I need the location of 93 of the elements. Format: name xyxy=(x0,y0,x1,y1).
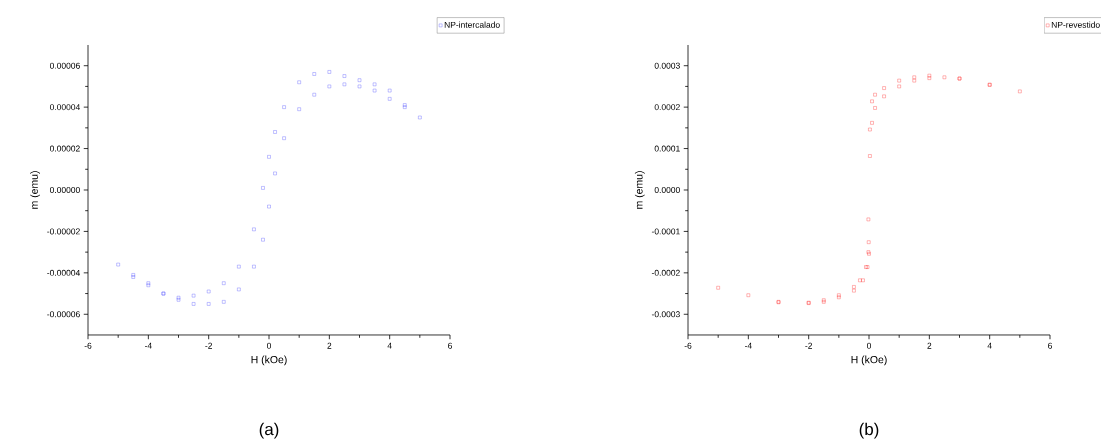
point xyxy=(870,99,874,104)
point xyxy=(868,127,872,132)
y-tick-label: -0.00006 xyxy=(47,311,80,318)
x-tick-label: 6 xyxy=(1048,342,1052,349)
point xyxy=(222,300,226,304)
y-tick-label: 0.0001 xyxy=(654,145,680,152)
point xyxy=(372,82,377,87)
point xyxy=(868,154,872,158)
y-tick-label: -0.0002 xyxy=(651,269,680,276)
point xyxy=(852,285,856,289)
point xyxy=(882,86,886,90)
y-axis-title: m (emu) xyxy=(30,171,40,209)
point xyxy=(388,88,392,93)
point xyxy=(252,227,256,232)
point xyxy=(116,262,120,267)
x-tick-label: 0 xyxy=(266,342,272,349)
point xyxy=(927,76,932,80)
y-tick-label: -0.0001 xyxy=(651,228,680,235)
point xyxy=(897,78,901,83)
point xyxy=(342,74,347,78)
x-tick-label: 4 xyxy=(987,342,992,349)
point xyxy=(746,293,751,297)
y-tick-label: 0.00000 xyxy=(49,187,80,193)
legend-label: NP-revestido xyxy=(1051,21,1100,28)
point xyxy=(867,240,871,244)
y-tick-label: 0.00006 xyxy=(49,62,80,69)
point xyxy=(237,287,241,292)
x-tick-label: -6 xyxy=(684,342,692,349)
point xyxy=(873,93,877,97)
point xyxy=(207,302,211,306)
x-tick-label: -4 xyxy=(144,342,152,349)
point xyxy=(191,293,196,298)
y-tick-label: 0.0003 xyxy=(654,62,680,69)
y-tick-label: 0.00002 xyxy=(49,145,80,152)
point xyxy=(912,78,916,83)
point xyxy=(882,94,886,99)
point xyxy=(297,107,301,111)
point xyxy=(191,302,196,306)
x-tick-label: 2 xyxy=(927,342,932,349)
point xyxy=(273,171,277,176)
point xyxy=(267,204,271,209)
point xyxy=(942,75,947,79)
point xyxy=(207,289,211,294)
point xyxy=(237,264,241,269)
point xyxy=(927,73,932,78)
point xyxy=(312,93,316,97)
x-tick-label: 0 xyxy=(866,342,872,349)
text: (b) xyxy=(859,422,879,439)
point xyxy=(870,121,874,125)
point xyxy=(912,75,916,79)
point xyxy=(716,286,720,290)
x-tick-label: -6 xyxy=(84,342,92,349)
point xyxy=(327,84,332,89)
point xyxy=(312,72,316,76)
point xyxy=(282,105,286,109)
point xyxy=(357,78,362,82)
point xyxy=(1018,89,1022,94)
point xyxy=(297,80,301,84)
point xyxy=(342,82,347,87)
y-tick-label: -0.0003 xyxy=(651,311,680,318)
point xyxy=(866,217,871,222)
point xyxy=(873,106,877,110)
y-tick-label: 0.0000 xyxy=(654,187,680,193)
point xyxy=(858,278,862,282)
text: (a) xyxy=(259,422,279,439)
x-tick-label: 6 xyxy=(448,342,452,349)
y-tick-label: 0.0002 xyxy=(654,104,680,111)
y-tick-label: -0.00004 xyxy=(47,269,80,276)
point xyxy=(267,155,271,159)
x-axis-title: H (kOe) xyxy=(851,355,887,366)
y-axis-title: m (emu) xyxy=(634,171,645,209)
point xyxy=(261,238,265,242)
point xyxy=(372,88,377,93)
y-tick-label: 0.00004 xyxy=(49,104,80,111)
x-tick-label: 2 xyxy=(327,342,332,349)
x-axis-title: H (kOe) xyxy=(251,355,287,366)
point xyxy=(852,288,856,293)
point xyxy=(261,186,265,190)
legend-label: NP-intercalado xyxy=(444,21,500,28)
point xyxy=(282,136,286,140)
point xyxy=(252,264,256,269)
point xyxy=(861,278,865,282)
point xyxy=(222,281,226,285)
x-tick-label: -2 xyxy=(205,342,213,349)
point xyxy=(418,115,422,120)
y-tick-label: -0.00002 xyxy=(47,228,80,235)
point xyxy=(897,84,901,89)
point xyxy=(357,84,362,89)
x-tick-label: -4 xyxy=(744,342,752,349)
x-tick-label: -2 xyxy=(805,342,813,349)
point xyxy=(327,70,332,74)
point xyxy=(388,97,392,101)
x-tick-label: 4 xyxy=(387,342,392,349)
